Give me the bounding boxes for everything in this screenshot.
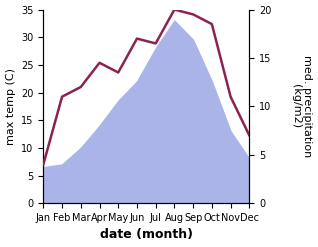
X-axis label: date (month): date (month)	[100, 228, 193, 242]
Y-axis label: med. precipitation
(kg/m2): med. precipitation (kg/m2)	[291, 55, 313, 158]
Y-axis label: max temp (C): max temp (C)	[5, 68, 16, 145]
